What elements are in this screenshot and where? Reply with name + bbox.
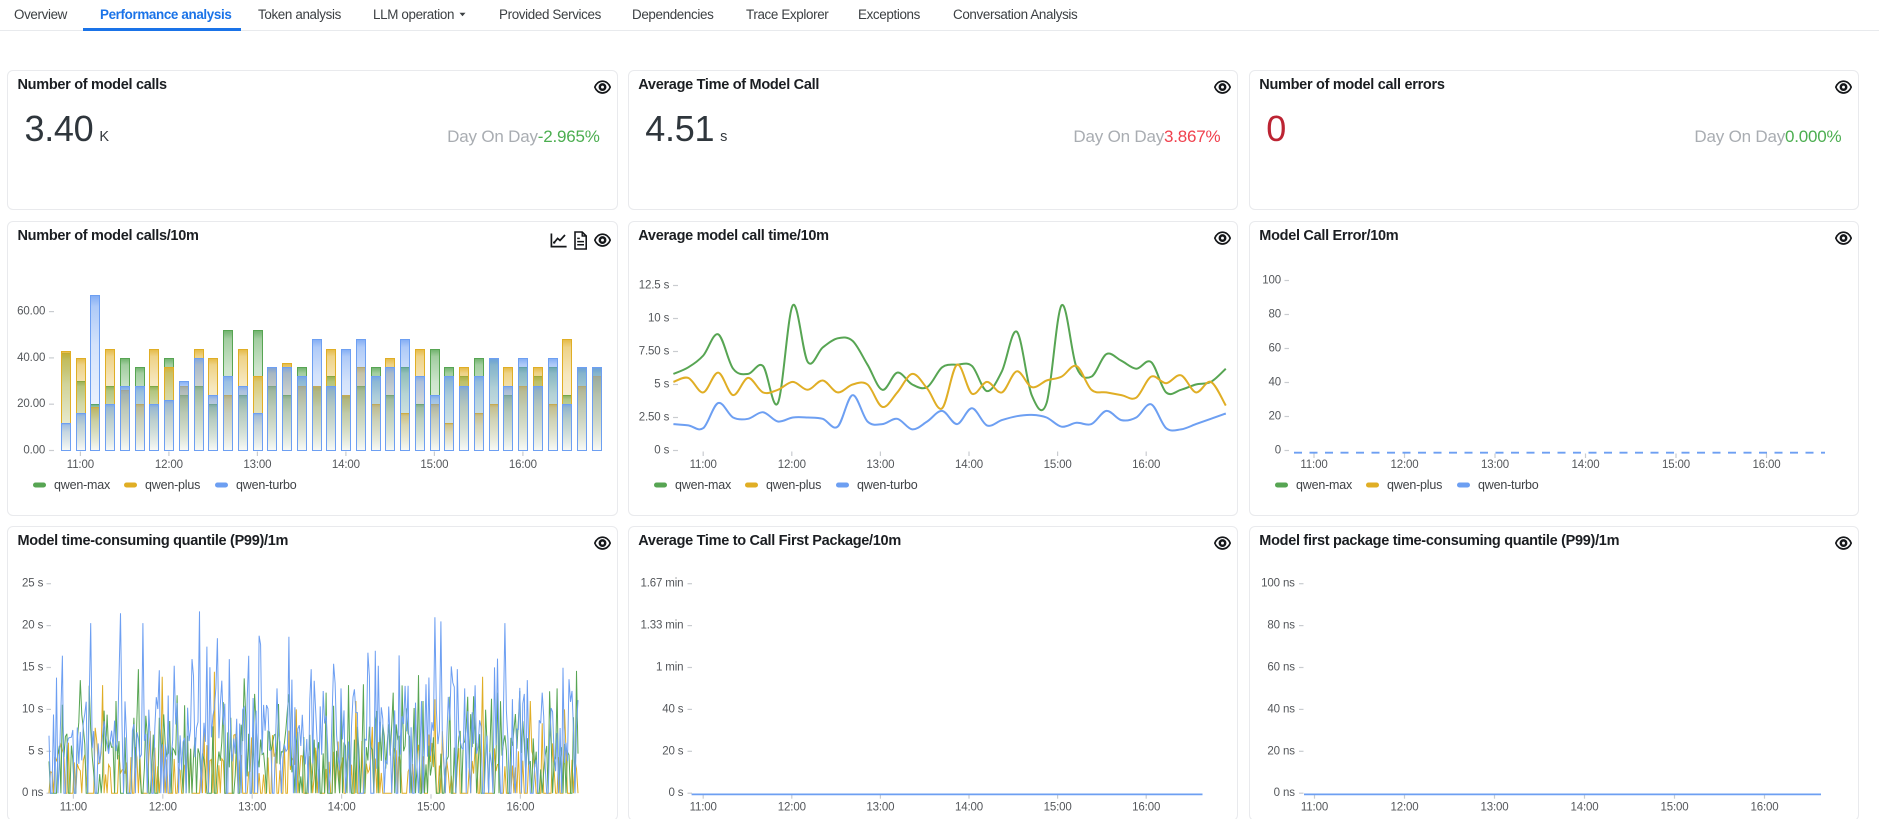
svg-text:11:00: 11:00 [67,459,94,471]
svg-text:13:00: 13:00 [238,801,266,813]
svg-text:0 ns: 0 ns [1273,787,1295,799]
svg-text:15:00: 15:00 [1662,459,1690,471]
svg-text:0 s: 0 s [668,787,683,799]
svg-text:1.67 min: 1.67 min [640,577,683,589]
svg-text:5 s: 5 s [28,745,43,757]
svg-text:qwen-plus: qwen-plus [766,478,821,492]
svg-text:12.5 s: 12.5 s [639,279,670,291]
svg-text:16:00: 16:00 [1750,801,1778,813]
svg-text:20 s: 20 s [662,745,684,757]
svg-text:0 s: 0 s [654,444,669,456]
svg-text:11:00: 11:00 [689,459,716,471]
svg-text:12:00: 12:00 [778,459,806,471]
svg-text:15 s: 15 s [22,661,44,673]
svg-text:15:00: 15:00 [417,801,445,813]
svg-text:12:00: 12:00 [1390,459,1418,471]
svg-text:14:00: 14:00 [1571,459,1599,471]
svg-text:13:00: 13:00 [866,801,894,813]
svg-text:qwen-turbo: qwen-turbo [236,478,297,492]
svg-text:15:00: 15:00 [1043,459,1071,471]
svg-text:13:00: 13:00 [866,459,894,471]
svg-text:0.00: 0.00 [23,444,45,456]
svg-text:11:00: 11:00 [1301,801,1328,813]
svg-text:11:00: 11:00 [1300,459,1327,471]
svg-text:10 s: 10 s [22,703,44,715]
svg-text:15:00: 15:00 [420,459,448,471]
svg-text:25 s: 25 s [22,577,44,589]
svg-text:60.00: 60.00 [17,305,45,317]
svg-text:14:00: 14:00 [328,801,356,813]
svg-text:15:00: 15:00 [1043,801,1071,813]
svg-text:10 s: 10 s [648,312,670,324]
svg-text:20 s: 20 s [22,619,44,631]
svg-text:100: 100 [1262,274,1281,286]
svg-text:20 ns: 20 ns [1267,745,1295,757]
svg-text:7.50 s: 7.50 s [639,345,670,357]
svg-text:40 s: 40 s [662,703,684,715]
svg-text:5 s: 5 s [654,378,669,390]
svg-text:60 ns: 60 ns [1267,661,1295,673]
svg-text:16:00: 16:00 [1132,459,1160,471]
svg-text:qwen-turbo: qwen-turbo [1478,478,1539,492]
svg-text:13:00: 13:00 [1480,801,1508,813]
svg-text:qwen-plus: qwen-plus [145,478,200,492]
svg-text:15:00: 15:00 [1660,801,1688,813]
svg-text:11:00: 11:00 [689,801,716,813]
svg-text:100 ns: 100 ns [1261,577,1295,589]
svg-text:40: 40 [1268,376,1281,388]
svg-text:qwen-plus: qwen-plus [1387,478,1442,492]
svg-text:qwen-turbo: qwen-turbo [857,478,918,492]
svg-text:20: 20 [1268,410,1281,422]
svg-text:16:00: 16:00 [1132,801,1160,813]
svg-text:80: 80 [1268,308,1281,320]
svg-text:14:00: 14:00 [955,801,983,813]
svg-text:11:00: 11:00 [60,801,87,813]
svg-text:qwen-max: qwen-max [1296,478,1353,492]
svg-text:16:00: 16:00 [1752,459,1780,471]
svg-text:60: 60 [1268,342,1281,354]
svg-text:40.00: 40.00 [17,351,45,363]
svg-text:16:00: 16:00 [509,459,537,471]
svg-text:14:00: 14:00 [1570,801,1598,813]
svg-text:0: 0 [1275,444,1281,456]
svg-text:40 ns: 40 ns [1267,703,1295,715]
svg-text:16:00: 16:00 [506,801,534,813]
svg-text:1.33 min: 1.33 min [640,619,683,631]
svg-text:14:00: 14:00 [955,459,983,471]
svg-text:2.50 s: 2.50 s [639,411,670,423]
svg-text:12:00: 12:00 [1390,801,1418,813]
svg-text:14:00: 14:00 [332,459,360,471]
svg-text:20.00: 20.00 [17,398,45,410]
svg-text:12:00: 12:00 [155,459,183,471]
svg-text:1 min: 1 min [656,661,683,673]
svg-text:qwen-max: qwen-max [675,478,732,492]
svg-text:13:00: 13:00 [1481,459,1509,471]
svg-text:13:00: 13:00 [243,459,271,471]
svg-text:12:00: 12:00 [149,801,177,813]
svg-text:80 ns: 80 ns [1267,619,1295,631]
svg-text:0 ns: 0 ns [22,787,44,799]
svg-text:qwen-max: qwen-max [54,478,111,492]
svg-text:12:00: 12:00 [778,801,806,813]
